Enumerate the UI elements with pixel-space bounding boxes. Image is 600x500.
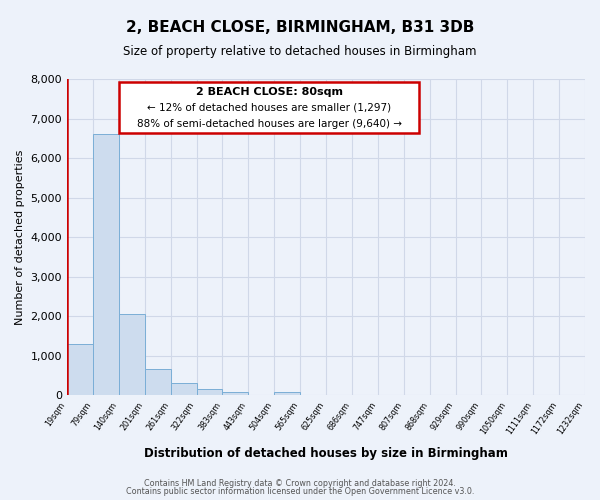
Text: 2 BEACH CLOSE: 80sqm: 2 BEACH CLOSE: 80sqm (196, 88, 343, 98)
Text: 2, BEACH CLOSE, BIRMINGHAM, B31 3DB: 2, BEACH CLOSE, BIRMINGHAM, B31 3DB (126, 20, 474, 35)
FancyBboxPatch shape (119, 82, 419, 132)
Text: 88% of semi-detached houses are larger (9,640) →: 88% of semi-detached houses are larger (… (137, 118, 401, 128)
Text: Contains public sector information licensed under the Open Government Licence v3: Contains public sector information licen… (126, 487, 474, 496)
Y-axis label: Number of detached properties: Number of detached properties (15, 150, 25, 325)
Text: Size of property relative to detached houses in Birmingham: Size of property relative to detached ho… (123, 45, 477, 58)
Bar (197, 389, 223, 395)
Bar (145, 370, 170, 395)
Bar (119, 314, 145, 395)
X-axis label: Distribution of detached houses by size in Birmingham: Distribution of detached houses by size … (144, 447, 508, 460)
Bar (93, 134, 119, 395)
Bar (67, 344, 93, 395)
Text: ← 12% of detached houses are smaller (1,297): ← 12% of detached houses are smaller (1,… (147, 102, 391, 113)
Bar (223, 392, 248, 395)
Bar (170, 384, 197, 395)
Text: Contains HM Land Registry data © Crown copyright and database right 2024.: Contains HM Land Registry data © Crown c… (144, 478, 456, 488)
Bar (274, 392, 300, 395)
